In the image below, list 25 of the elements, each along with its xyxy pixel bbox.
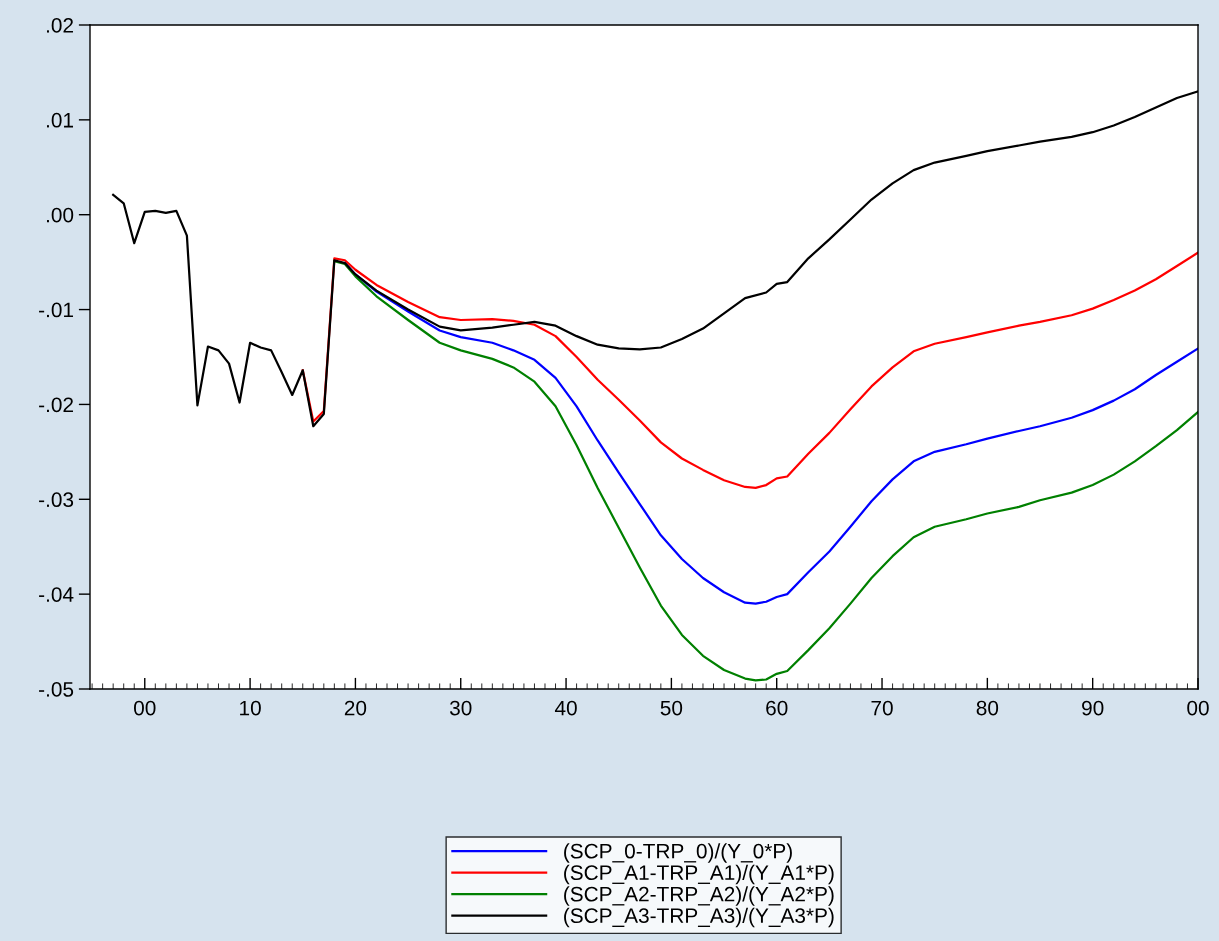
legend-label: (SCP_A2-TRP_A2)/(Y_A2*P): [564, 886, 834, 906]
y-tick-label: .00: [46, 207, 74, 223]
y-tick-label: -.04: [39, 587, 74, 602]
y-tick-label: -.02: [39, 397, 73, 413]
legend-label: (SCP_0-TRP_0)/(Y_0*P): [564, 843, 792, 863]
legend-label: (SCP_A3-TRP_A3)/(Y_A3*P): [564, 907, 834, 928]
y-tick-label: .02: [46, 18, 73, 33]
x-tick-label: 70: [871, 700, 893, 716]
x-tick-label: 10: [240, 700, 261, 716]
y-tick-label: .01: [46, 112, 74, 128]
y-tick-label: -.05: [39, 682, 74, 697]
line-series: [333, 260, 1198, 682]
x-tick-label: 30: [449, 700, 472, 716]
line-series: [301, 251, 1198, 490]
x-tick-label: 50: [660, 700, 683, 716]
y-tick-label: -.03: [39, 492, 74, 508]
x-tick-label: 90: [1082, 700, 1104, 716]
x-tick-label: 60: [766, 700, 788, 716]
x-tick-label: 80: [976, 700, 999, 716]
x-tick-label: 40: [554, 700, 577, 716]
y-tick-label: -.01: [39, 302, 74, 318]
legend-label: (SCP_A1-TRP_A1)/(Y_A1*P): [564, 864, 834, 885]
x-tick-label: 00: [1187, 700, 1209, 716]
x-tick-label: 00: [134, 700, 156, 716]
x-tick-label: 20: [344, 700, 367, 716]
